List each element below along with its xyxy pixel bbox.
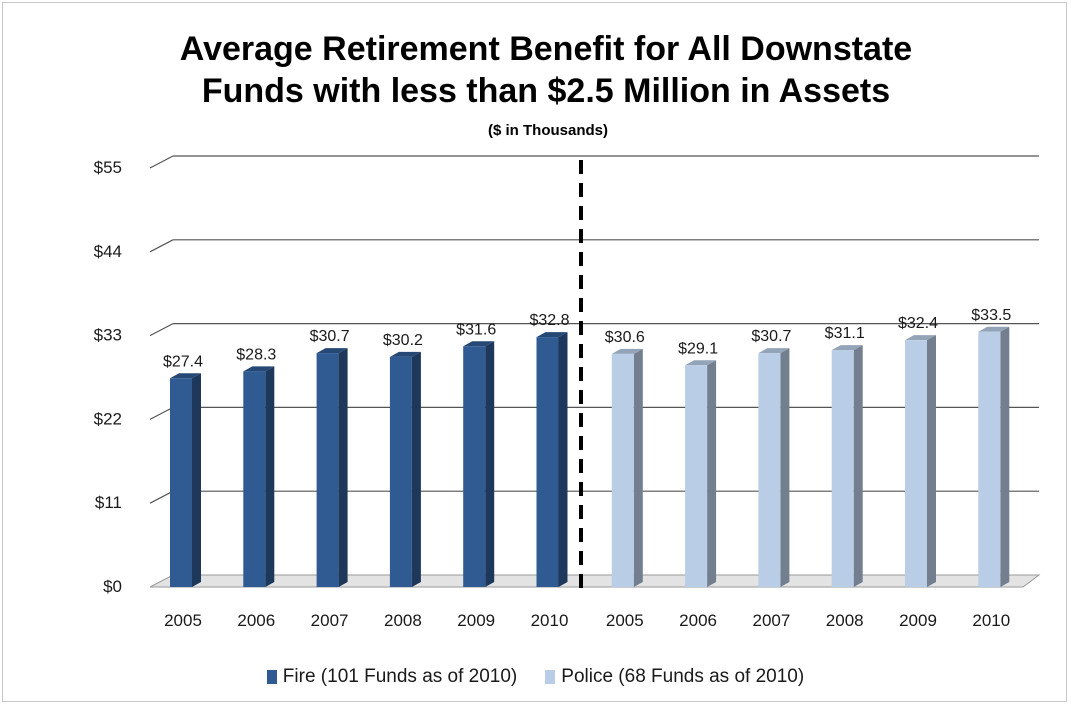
x-tick-label: 2005 (164, 611, 202, 630)
x-tick-label: 2005 (606, 611, 644, 630)
bar-side (485, 341, 495, 587)
chart-title: Average Retirement Benefit for All Downs… (179, 30, 913, 110)
bar-top (905, 335, 936, 341)
bar (905, 340, 927, 587)
bar-side (192, 373, 201, 587)
bar-side (780, 348, 790, 587)
x-tick-label: 2006 (237, 611, 275, 630)
gridline-diagonal (149, 406, 174, 420)
bar-top (170, 373, 201, 379)
bar-side (338, 348, 348, 587)
y-tick-label: $44 (94, 242, 122, 261)
legend-entry-police: Police (68 Funds as of 2010) (545, 666, 804, 688)
data-label: $30.2 (383, 332, 423, 349)
data-label: $33.5 (971, 307, 1011, 324)
data-label: $30.6 (605, 329, 645, 346)
y-tick-label: $55 (94, 158, 122, 177)
bar (463, 346, 486, 587)
gridline-diagonal (149, 239, 174, 253)
bar-top (611, 348, 643, 354)
bar (170, 378, 192, 587)
bar-side (265, 366, 275, 587)
bar-top (463, 341, 495, 347)
bar (611, 353, 634, 587)
bar (536, 337, 559, 587)
y-tick-label: $0 (103, 577, 122, 596)
x-tick-label: 2009 (899, 611, 937, 630)
gridline-diagonal (149, 490, 174, 504)
bar-top (316, 348, 348, 354)
bar-side (558, 332, 568, 587)
data-label: $31.6 (456, 321, 496, 338)
y-tick-label: $33 (94, 326, 122, 345)
y-tick-label: $11 (95, 493, 122, 512)
bar-side (707, 360, 717, 587)
bar (685, 365, 708, 587)
x-tick-label: 2006 (679, 611, 717, 630)
x-tick-label: 2010 (972, 611, 1010, 630)
bar-top (243, 366, 275, 372)
legend: Fire (101 Funds as of 2010) Police (68 F… (0, 662, 1071, 692)
bar-top (389, 351, 421, 357)
legend-swatch-police (545, 670, 556, 684)
bar-side (853, 345, 863, 587)
bar-top (758, 348, 790, 354)
data-label: $29.1 (678, 340, 718, 357)
x-tick-label: 2009 (457, 611, 495, 630)
legend-entry-fire: Fire (101 Funds as of 2010) (266, 666, 518, 688)
bar-top (536, 332, 568, 338)
x-tick-label: 2007 (752, 611, 790, 630)
x-tick-label: 2007 (311, 611, 349, 630)
data-label: $30.7 (751, 328, 791, 345)
legend-label-fire: Fire (101 Funds as of 2010) (282, 666, 518, 687)
bar (243, 371, 266, 587)
y-tick-label: $22 (94, 409, 122, 428)
data-label: $32.8 (529, 312, 569, 329)
bar (831, 350, 854, 587)
x-tick-label: 2008 (826, 611, 864, 630)
data-label: $28.3 (236, 346, 276, 363)
x-tick-label: 2008 (384, 611, 422, 630)
gridline-diagonal (149, 155, 174, 169)
bar-side (927, 335, 936, 587)
plot-area: $0 $11 $22 $33 $44 $55 $27.4 2005 $28.3 2006 $30.7… (94, 155, 1041, 630)
bar (758, 353, 781, 587)
bar-top (978, 326, 1010, 332)
bar (978, 331, 1001, 587)
data-label: $31.1 (825, 325, 865, 342)
bar (389, 356, 412, 587)
data-label: $32.4 (898, 315, 938, 332)
legend-label-police: Police (68 Funds as of 2010) (561, 666, 805, 687)
bar (316, 353, 339, 587)
bar-side (411, 351, 421, 587)
gridline-diagonal (149, 323, 174, 337)
bar-top (831, 345, 863, 351)
data-label: $30.7 (310, 328, 350, 345)
bar-side (633, 348, 643, 587)
chart-floor (149, 574, 1041, 588)
x-tick-label: 2010 (531, 611, 569, 630)
chart-subtitle: ($ in Thousands) (488, 122, 608, 139)
data-label: $27.4 (163, 353, 203, 370)
bar-side (1000, 326, 1010, 587)
legend-swatch-fire (266, 670, 277, 684)
bar-top (685, 360, 717, 366)
